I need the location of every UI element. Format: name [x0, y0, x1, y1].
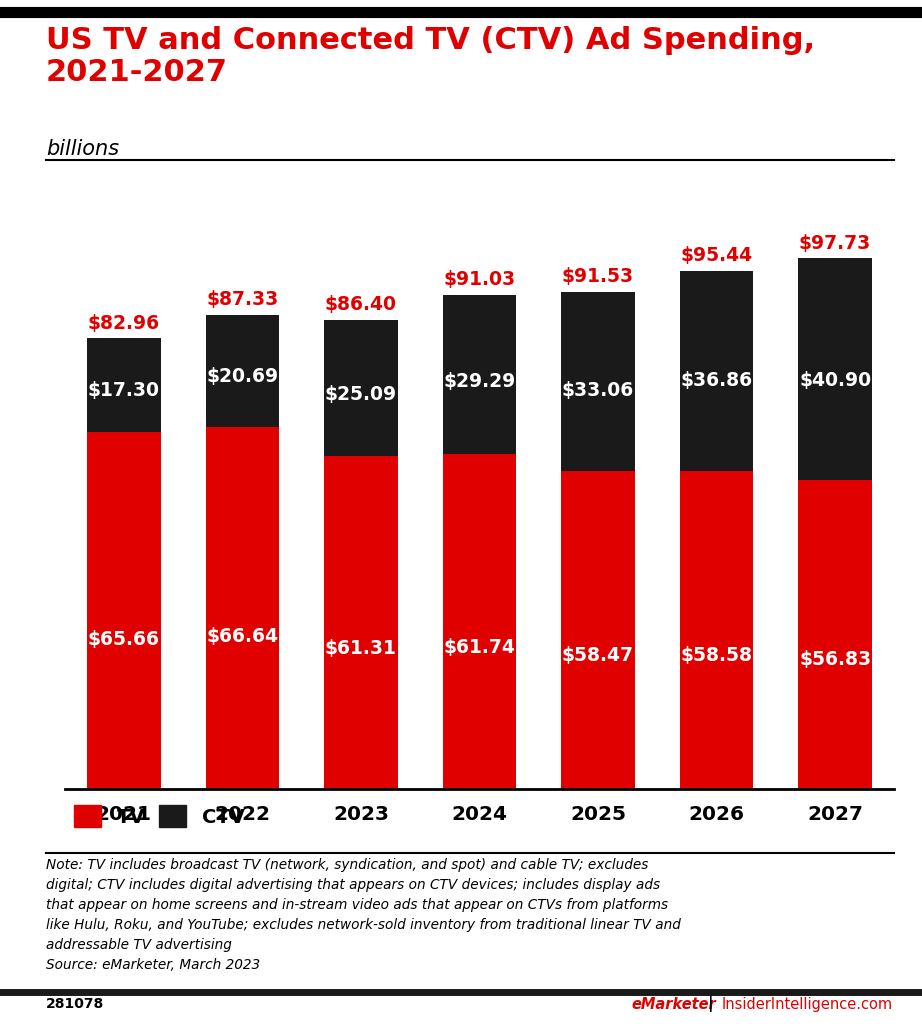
- Bar: [87, 338, 160, 432]
- Bar: [798, 258, 872, 480]
- Bar: [680, 270, 753, 471]
- Text: $91.03: $91.03: [443, 270, 515, 289]
- Text: $65.66: $65.66: [88, 630, 160, 648]
- Bar: [443, 295, 516, 454]
- Text: $29.29: $29.29: [443, 372, 515, 392]
- Text: $97.73: $97.73: [799, 234, 871, 253]
- Text: $61.31: $61.31: [325, 639, 396, 659]
- Text: $40.90: $40.90: [799, 371, 871, 390]
- Text: $58.47: $58.47: [562, 645, 634, 665]
- Text: $61.74: $61.74: [443, 638, 515, 658]
- Text: $20.69: $20.69: [207, 367, 278, 386]
- Text: billions: billions: [46, 139, 119, 159]
- Bar: [561, 292, 634, 471]
- Bar: [206, 427, 279, 789]
- Text: $95.44: $95.44: [680, 246, 752, 265]
- Text: $86.40: $86.40: [325, 295, 396, 314]
- Text: eMarketer: eMarketer: [632, 997, 716, 1011]
- Bar: [325, 456, 397, 789]
- Text: $66.64: $66.64: [207, 627, 278, 646]
- Text: Note: TV includes broadcast TV (network, syndication, and spot) and cable TV; ex: Note: TV includes broadcast TV (network,…: [46, 858, 681, 972]
- Bar: [680, 471, 753, 789]
- Text: US TV and Connected TV (CTV) Ad Spending,
2021-2027: US TV and Connected TV (CTV) Ad Spending…: [46, 26, 815, 88]
- Text: $56.83: $56.83: [799, 650, 871, 669]
- Text: $58.58: $58.58: [680, 645, 752, 665]
- Text: $25.09: $25.09: [325, 386, 397, 404]
- Text: $82.96: $82.96: [88, 313, 160, 333]
- Bar: [206, 314, 279, 427]
- Text: |: |: [703, 996, 718, 1012]
- Bar: [325, 320, 397, 456]
- Text: $17.30: $17.30: [88, 380, 160, 399]
- Text: 281078: 281078: [46, 997, 104, 1011]
- Text: InsiderIntelligence.com: InsiderIntelligence.com: [722, 997, 893, 1011]
- Text: $36.86: $36.86: [680, 371, 752, 390]
- Text: $87.33: $87.33: [207, 290, 278, 309]
- Legend: TV, CTV: TV, CTV: [75, 805, 245, 828]
- Bar: [798, 480, 872, 789]
- Bar: [561, 471, 634, 789]
- Bar: [87, 432, 160, 789]
- Bar: [443, 454, 516, 789]
- Text: $33.06: $33.06: [561, 381, 634, 400]
- Text: $91.53: $91.53: [561, 267, 634, 287]
